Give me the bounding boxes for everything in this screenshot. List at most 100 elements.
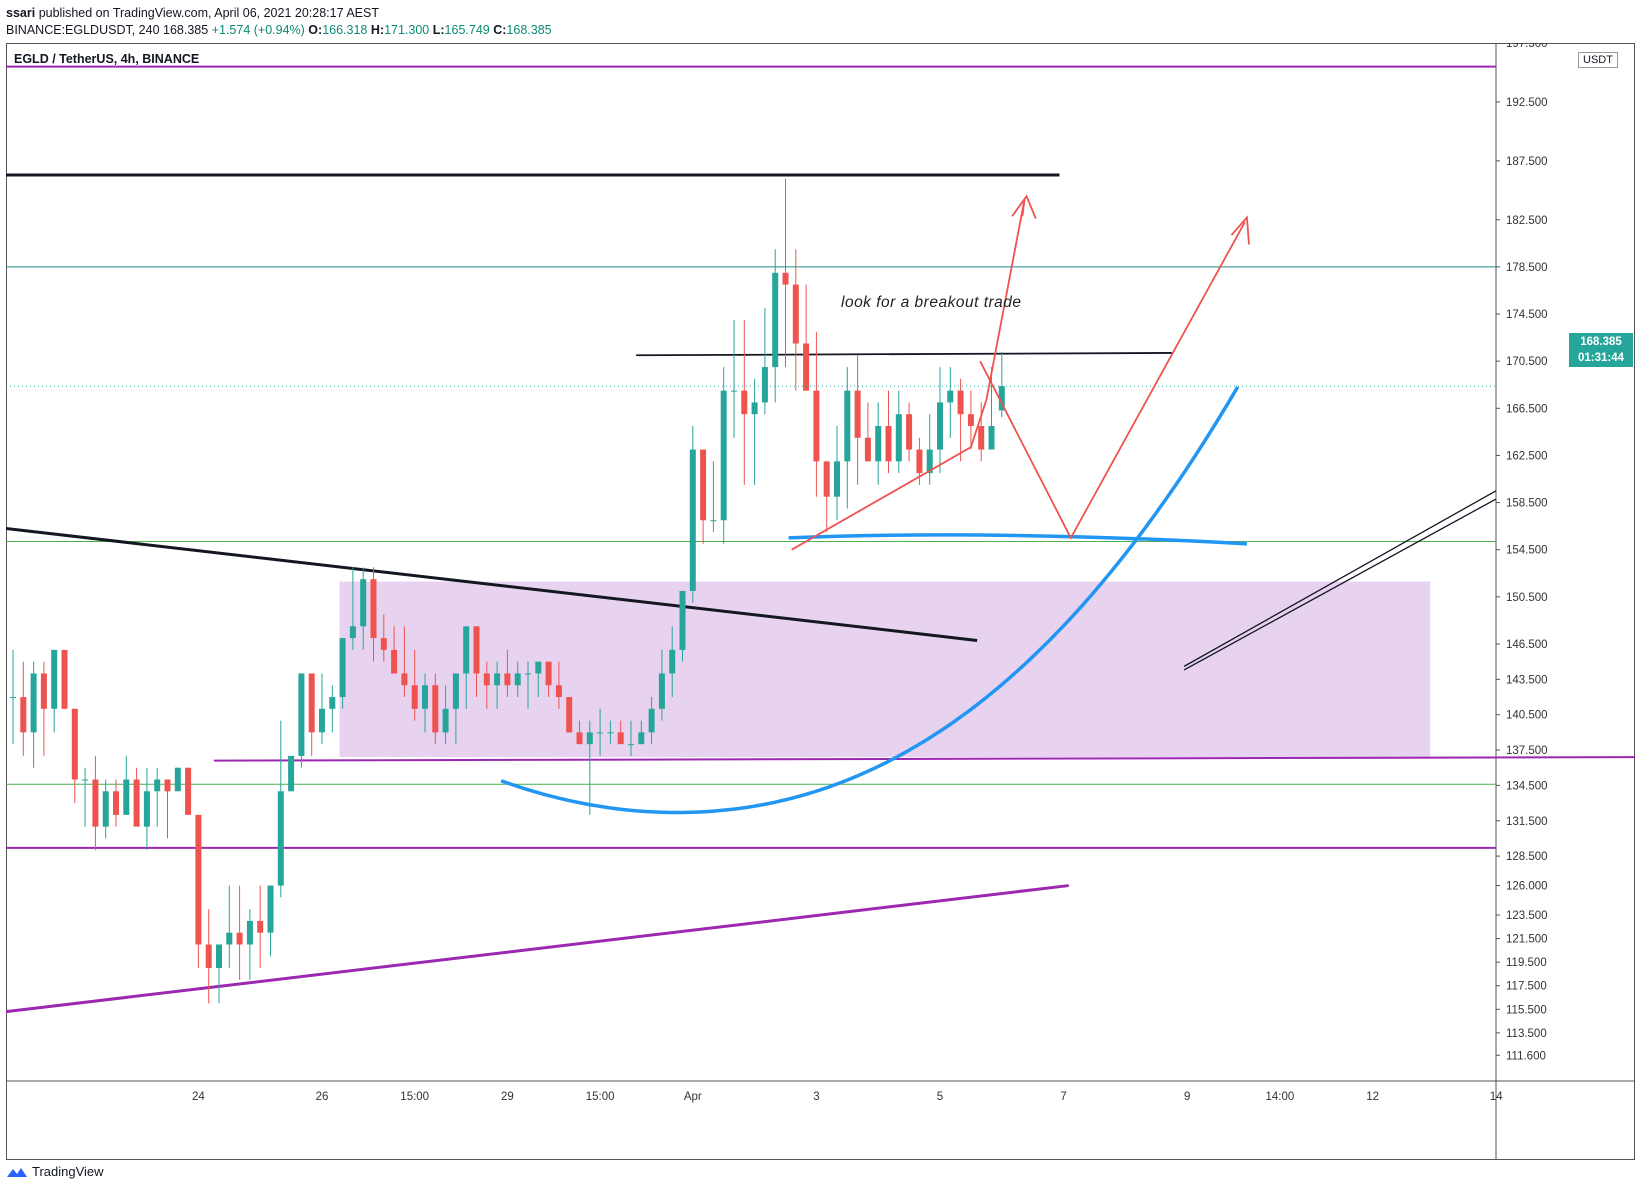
candle-body: [658, 673, 665, 709]
candle-body: [998, 386, 1005, 411]
candle-body: [422, 685, 428, 709]
candle-body: [916, 449, 923, 474]
candle-body: [20, 697, 27, 733]
candle-body: [741, 390, 748, 415]
candle-body: [391, 649, 398, 674]
candle-body: [823, 461, 830, 497]
annotation-text[interactable]: look for a breakout trade: [841, 294, 1022, 311]
candle-body: [298, 673, 305, 756]
candle-body: [82, 779, 89, 781]
candle-body: [10, 697, 16, 699]
candle-body: [494, 673, 501, 686]
candle-body: [772, 272, 779, 368]
candle-body: [123, 779, 130, 815]
candle-body: [607, 732, 614, 734]
y-tick-label: 150.500: [1506, 592, 1548, 604]
candle-body: [978, 425, 985, 450]
candle-body: [205, 944, 212, 969]
consolidation-zone: [339, 581, 1431, 758]
candle-body: [926, 449, 933, 474]
y-tick-label: 154.500: [1506, 545, 1548, 557]
cup-curve: [500, 386, 1240, 815]
candle-body: [751, 402, 758, 415]
candle-body: [442, 708, 449, 733]
candle-body: [329, 697, 336, 709]
candle-body: [761, 367, 768, 403]
x-tick-label: 26: [316, 1091, 329, 1103]
candle-body: [792, 284, 799, 344]
y-tick-label: 187.500: [1506, 156, 1548, 168]
y-tick-label: 178.500: [1506, 262, 1548, 274]
candle-body: [576, 732, 583, 745]
candle-body: [360, 579, 367, 627]
x-tick-label: 15:00: [586, 1091, 615, 1103]
x-tick-label: 29: [501, 1091, 514, 1103]
y-tick-label: 123.500: [1506, 910, 1548, 922]
author-name[interactable]: ssari: [6, 6, 36, 20]
candle-body: [504, 673, 511, 686]
candle-body: [411, 685, 418, 709]
zone-base-line: [213, 756, 1635, 762]
x-tick-label: 9: [1184, 1091, 1190, 1103]
y-tick-label: 170.500: [1506, 356, 1548, 368]
candle-body: [597, 732, 604, 734]
candle-body: [566, 697, 573, 733]
descending-trendline: [6, 527, 978, 642]
candle-body: [257, 920, 264, 933]
chart-frame: [6, 43, 1635, 1160]
candle-body: [319, 708, 325, 733]
candle-body: [339, 638, 346, 698]
projection-path-b: [979, 221, 1246, 540]
x-tick-label: 24: [192, 1091, 205, 1103]
candle-body: [30, 673, 37, 733]
y-tick-label: 121.500: [1506, 934, 1548, 946]
candle-body: [854, 390, 861, 438]
y-tick-label: 140.500: [1506, 710, 1548, 722]
candle-body: [473, 626, 480, 674]
currency-label[interactable]: USDT: [1578, 52, 1618, 68]
candle-body: [689, 449, 696, 591]
y-tick-label: 131.500: [1506, 816, 1548, 828]
candle-body: [174, 767, 181, 792]
candle-body: [61, 649, 68, 709]
y-tick-label: 146.500: [1506, 639, 1548, 651]
y-tick-label: 128.500: [1506, 851, 1548, 863]
footer[interactable]: TradingView: [6, 1164, 104, 1179]
candle-body: [432, 685, 439, 733]
x-tick-label: 14:00: [1266, 1091, 1295, 1103]
candle-body: [133, 779, 140, 827]
arrow-a-head: [1011, 194, 1037, 219]
candle-body: [102, 791, 109, 827]
candle-body: [638, 732, 645, 745]
low-label: L:: [432, 23, 445, 37]
candle-body: [782, 272, 789, 285]
candle-body: [720, 390, 727, 521]
candle-body: [113, 791, 119, 815]
candle-body: [555, 685, 562, 698]
arrow-b-head: [1230, 215, 1250, 245]
price-chart[interactable]: 197.500 192.500 187.500 182.500 178.500 174.5…: [6, 43, 1635, 1160]
last-price: 168.385: [163, 23, 209, 37]
y-tick-label: 119.500: [1506, 957, 1547, 969]
x-tick-label: Apr: [684, 1091, 702, 1103]
support-curve: [788, 533, 1248, 546]
x-tick-label: 12: [1366, 1091, 1379, 1103]
y-tick-label: 166.500: [1506, 403, 1548, 415]
x-tick-label: 3: [813, 1091, 819, 1103]
ascending-support-line: [6, 884, 1069, 1014]
y-tick-label: 182.500: [1506, 215, 1548, 227]
bar-countdown: 01:31:44: [1577, 352, 1625, 364]
candle-body: [267, 885, 274, 933]
candle-body: [246, 920, 253, 945]
candle-body: [875, 425, 882, 462]
candle-body: [906, 414, 913, 450]
candle-body: [143, 791, 150, 827]
y-tick-label: 192.500: [1506, 97, 1548, 109]
y-tick-label: 134.500: [1506, 780, 1548, 792]
candle-body: [185, 767, 192, 815]
candle-body: [216, 944, 222, 969]
candle-body: [154, 779, 161, 792]
chart-title: EGLD / TetherUS, 4h, BINANCE: [14, 52, 200, 66]
y-tick-label: 162.500: [1506, 450, 1548, 462]
symbol-ohlc-line: BINANCE:EGLDUSDT, 240 168.385 +1.574 (+0…: [6, 23, 552, 37]
